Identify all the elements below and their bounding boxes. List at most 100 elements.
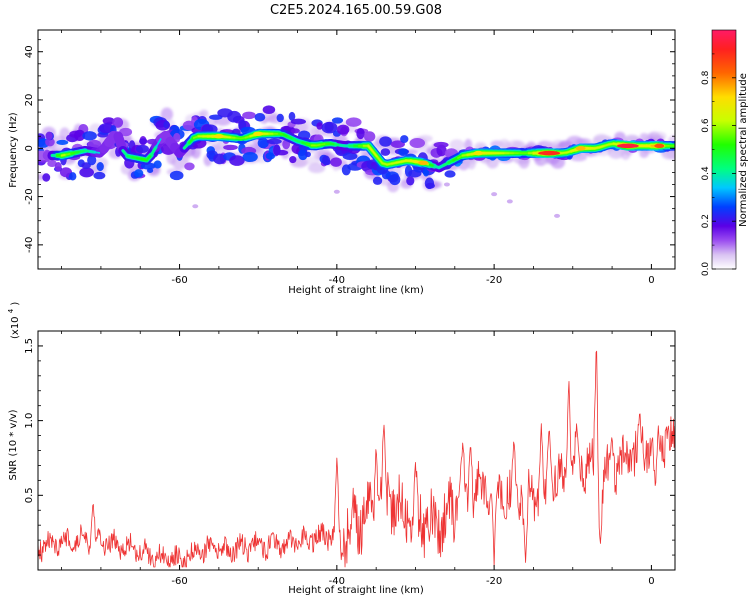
spectrogram-cell bbox=[184, 163, 194, 171]
snr-multiplier-exp: 4 bbox=[7, 308, 15, 313]
spectrogram-cell bbox=[337, 125, 349, 135]
spectrogram-cell bbox=[97, 162, 104, 171]
colorbar: 0.0 0.2 0.4 0.6 0.8 Normalized spectral ampl… bbox=[701, 30, 749, 276]
spectrogram-cell bbox=[267, 138, 282, 144]
colorbar-tick-label: 0.0 bbox=[701, 262, 711, 277]
snr-y-tick-label: 1.0 bbox=[24, 413, 35, 429]
spectrogram-cell bbox=[425, 183, 434, 189]
snr-y-label: SNR (10 * v/v) bbox=[8, 409, 19, 480]
spectrogram-y-label: Frequency (Hz) bbox=[8, 112, 19, 188]
spectrogram-cell bbox=[69, 172, 76, 180]
spectrogram-x-tick-label: 0 bbox=[648, 275, 654, 286]
spectrogram-cell bbox=[364, 131, 375, 142]
spectrogram-cell bbox=[258, 138, 269, 148]
spectrogram-cell bbox=[229, 155, 245, 166]
spectrogram-cell bbox=[273, 144, 280, 155]
spectrogram-ridge-segment bbox=[95, 152, 100, 153]
spectrogram-cell bbox=[154, 160, 162, 168]
spectrogram-cell bbox=[409, 138, 425, 148]
spectrogram-stray-blob bbox=[491, 192, 497, 196]
spectrogram-cell bbox=[277, 114, 284, 122]
spectrogram-y-tick-label: 0 bbox=[24, 145, 35, 151]
spectrogram-cell bbox=[389, 174, 400, 185]
snr-x-tick-label: -20 bbox=[486, 576, 502, 587]
snr-y-axis: 0.5 1.0 1.5 bbox=[24, 338, 675, 555]
snr-y-multiplier: (x10 4 ) bbox=[5, 302, 21, 339]
spectrogram-cell bbox=[406, 176, 414, 185]
spectrogram-stray-blob bbox=[507, 199, 513, 203]
spectrogram-hotspot bbox=[538, 151, 560, 155]
snr-x-tick-label: -60 bbox=[171, 576, 187, 587]
spectrogram-cell bbox=[444, 170, 455, 177]
snr-series-line bbox=[38, 351, 675, 567]
spectrogram-cell bbox=[82, 131, 97, 140]
svg-text:(x10 4 ): (x10 4 ) bbox=[5, 302, 21, 339]
spectrogram-y-tick-label: -20 bbox=[24, 188, 35, 204]
colorbar-tick-label: 0.4 bbox=[701, 166, 711, 181]
spectrogram-x-label: Height of straight line (km) bbox=[288, 285, 424, 296]
spectrogram-cell bbox=[373, 177, 382, 185]
spectrogram-cell bbox=[255, 113, 266, 121]
spectrogram-cell bbox=[136, 145, 149, 153]
colorbar-tick-label: 0.2 bbox=[701, 214, 711, 228]
spectrogram-marks bbox=[26, 105, 686, 217]
spectrogram-y-tick-label: 20 bbox=[24, 94, 35, 107]
spectrogram-cell bbox=[379, 136, 392, 146]
spectrogram-x-tick-label: -20 bbox=[486, 275, 502, 286]
spectrogram-x-tick-label: -60 bbox=[171, 275, 187, 286]
spectrogram-cell bbox=[79, 168, 94, 178]
spectrogram-cell bbox=[381, 148, 391, 156]
spectrogram-cell bbox=[289, 156, 296, 163]
spectrogram-cell bbox=[346, 117, 362, 126]
spectrogram-hotspot bbox=[418, 161, 428, 165]
spectrogram-cell bbox=[322, 155, 330, 165]
spectrogram-cell bbox=[163, 121, 169, 129]
spectrogram-hotspot bbox=[214, 134, 224, 138]
spectrogram-cell bbox=[93, 172, 105, 179]
figure-title: C2E5.2024.165.00.59.G08 bbox=[270, 3, 442, 18]
snr-marks bbox=[38, 351, 675, 567]
colorbar-tick-label: 0.6 bbox=[701, 118, 711, 133]
colorbar-tick-label: 0.8 bbox=[701, 70, 711, 85]
spectrogram-y-tick-label: 40 bbox=[24, 45, 35, 58]
spectrogram-hotspot bbox=[253, 132, 263, 136]
spectrogram-y-tick-label: -40 bbox=[24, 237, 35, 253]
spectrogram-cell bbox=[291, 128, 300, 133]
colorbar-label: Normalized spectral amplitude bbox=[738, 73, 749, 227]
colorbar-gradient bbox=[712, 30, 736, 269]
snr-multiplier-base: (x10 bbox=[10, 316, 21, 339]
spectrogram-hotspot bbox=[654, 144, 664, 148]
spectrogram-cell bbox=[305, 152, 311, 158]
spectrogram-cell bbox=[46, 132, 53, 141]
spectrogram-cell bbox=[434, 142, 449, 148]
spectrogram-cell bbox=[332, 117, 343, 123]
snr-x-label: Height of straight line (km) bbox=[288, 585, 424, 596]
spectrogram-cell bbox=[243, 152, 258, 162]
spectrogram-hotspot bbox=[576, 146, 586, 150]
spectrogram-hotspot bbox=[473, 151, 483, 155]
snr-y-tick-label: 1.5 bbox=[24, 338, 35, 354]
spectrogram-cell bbox=[56, 140, 68, 145]
spectrogram-cell bbox=[223, 145, 238, 150]
snr-multiplier-close: ) bbox=[10, 302, 21, 306]
snr-y-tick-label: 0.5 bbox=[24, 487, 35, 503]
spectrogram-cell bbox=[134, 169, 143, 178]
spectrogram-cell bbox=[291, 119, 306, 125]
spectrogram-stray-blob bbox=[192, 204, 198, 208]
spectrogram-cell bbox=[139, 138, 147, 144]
snr-x-tick-label: 0 bbox=[648, 576, 654, 587]
spectrogram-cell bbox=[227, 111, 241, 123]
spectrogram-cell bbox=[170, 171, 184, 180]
spectrogram-cell bbox=[330, 157, 342, 167]
spectrogram-cell bbox=[356, 128, 364, 139]
snr-frame bbox=[38, 331, 675, 570]
spectrogram-stray-blob bbox=[444, 183, 450, 187]
spectrogram-cell bbox=[242, 112, 256, 120]
spectrogram-cell bbox=[42, 173, 50, 181]
spectrogram-hotspot bbox=[617, 144, 639, 148]
spectrogram-stray-blob bbox=[334, 190, 340, 194]
spectrogram-stray-blob bbox=[554, 214, 560, 218]
